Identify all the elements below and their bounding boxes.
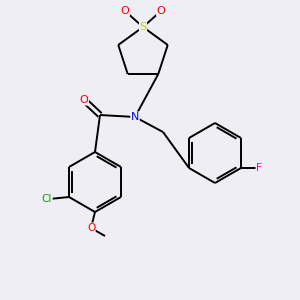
Text: F: F: [256, 163, 262, 173]
Text: N: N: [131, 112, 139, 122]
Text: Cl: Cl: [42, 194, 52, 204]
Text: O: O: [80, 95, 88, 105]
Text: S: S: [140, 22, 147, 32]
Text: O: O: [121, 6, 129, 16]
Text: O: O: [87, 223, 95, 233]
Text: O: O: [157, 6, 165, 16]
